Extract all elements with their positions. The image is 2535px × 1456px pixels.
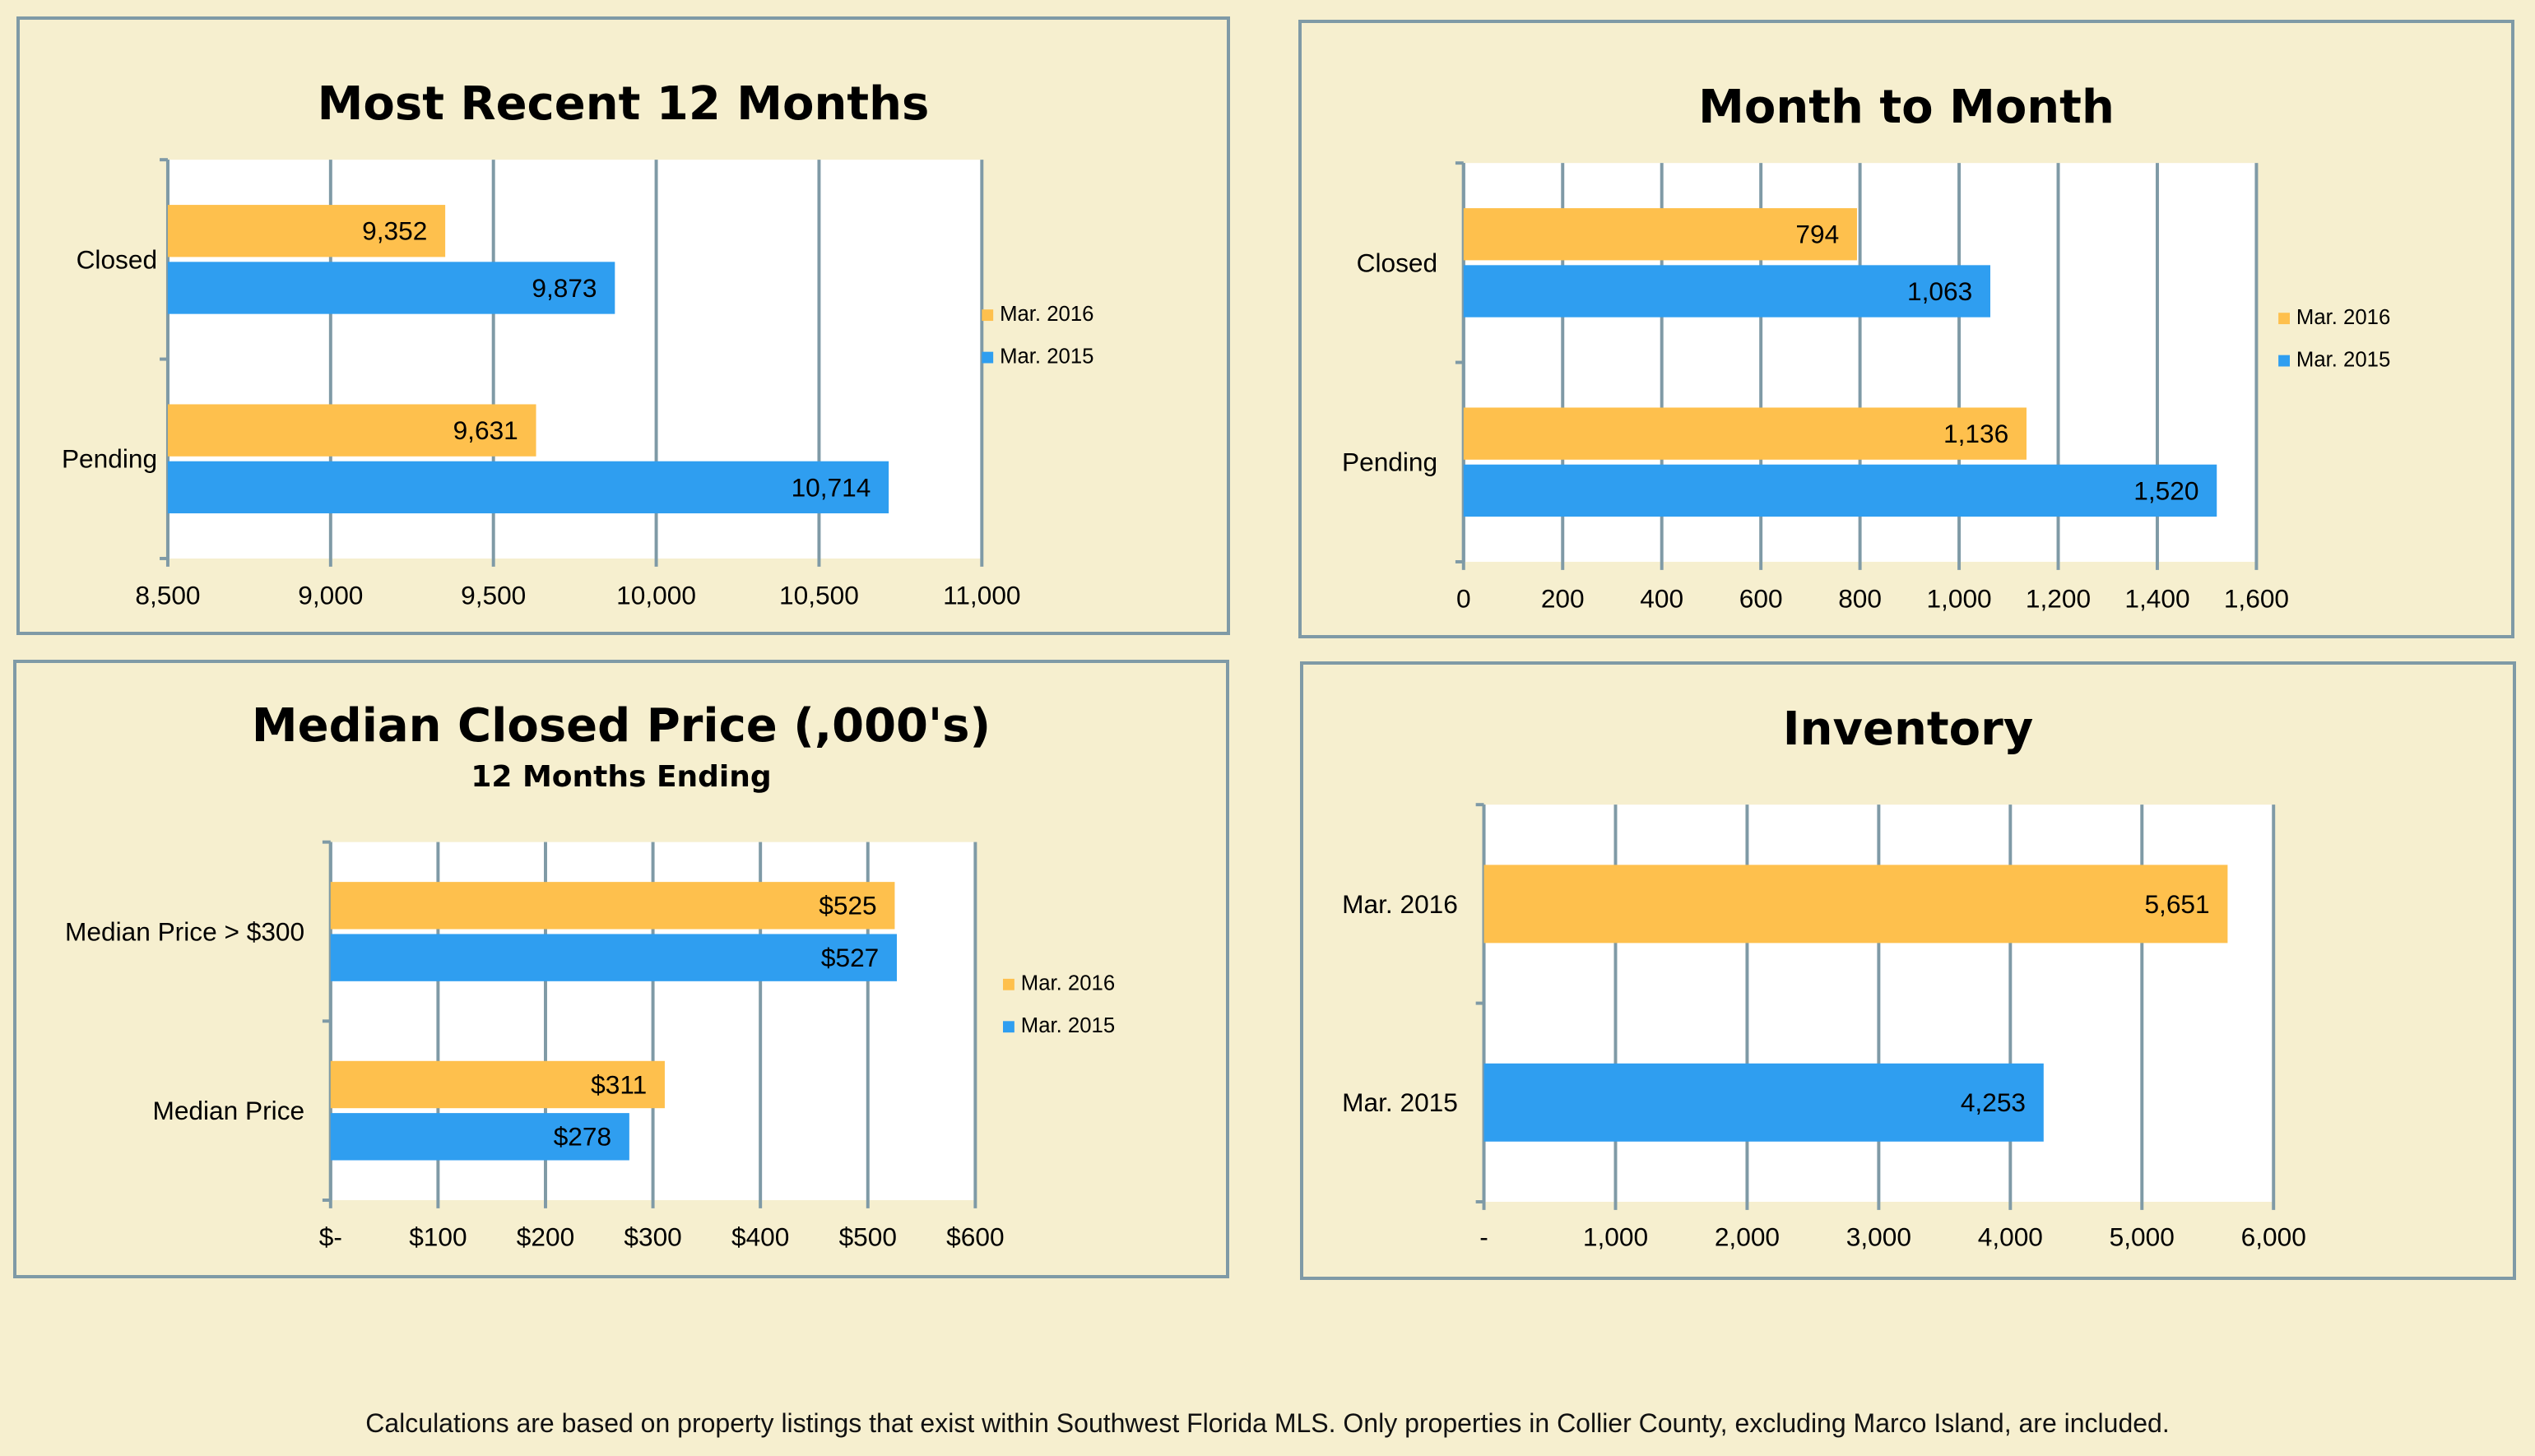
- chart-panel-inventory: Inventory - 1,000 2,000 3,000 4,000 5,000 6,00…: [1300, 661, 2516, 1280]
- x-tick-label: $300: [624, 1222, 681, 1251]
- legend-swatch: [2278, 313, 2290, 325]
- legend-swatch: [982, 351, 994, 364]
- bar: [167, 205, 446, 257]
- bar: [1463, 208, 1857, 261]
- category-label: Closed: [77, 244, 157, 274]
- bar: [330, 882, 895, 930]
- x-tick-label: 1,000: [1926, 583, 1991, 613]
- x-tick-label: 200: [1541, 583, 1585, 613]
- legend-swatch: [1003, 978, 1014, 990]
- bar: [167, 262, 615, 314]
- bar: [167, 461, 889, 514]
- x-tick-label: 1,000: [1583, 1222, 1648, 1251]
- data-label: 1,520: [2133, 475, 2198, 505]
- x-tick-label: 2,000: [1715, 1222, 1780, 1251]
- x-tick-label: 1,600: [2224, 583, 2289, 613]
- legend-label: Mar. 2016: [1000, 303, 1093, 326]
- bar: [1483, 1063, 2044, 1142]
- x-tick-label: $400: [731, 1222, 789, 1251]
- legend-swatch: [1003, 1021, 1014, 1033]
- x-tick-label: 6,000: [2241, 1222, 2306, 1251]
- category-label: Mar. 2016: [1342, 889, 1458, 919]
- legend-label: Mar. 2016: [2296, 306, 2390, 329]
- chart-month-to-month: 0 200 400 600 800 1,000 1,200 1,400 1,600 Closed 7…: [1342, 161, 2390, 613]
- category-label: Pending: [1342, 447, 1437, 477]
- x-tick-label: 10,500: [779, 580, 859, 610]
- bar: [330, 934, 898, 981]
- chart-panel-median-closed-price: Median Closed Price (,000's) 12 Months E…: [13, 660, 1229, 1278]
- x-tick-label: 10,000: [616, 580, 696, 610]
- chart-title: Inventory: [1782, 702, 2034, 756]
- bar: [1463, 407, 2027, 460]
- x-tick-label: 8,500: [135, 580, 200, 610]
- bar: [330, 1113, 629, 1161]
- data-label: 9,631: [453, 415, 518, 445]
- legend-swatch: [2278, 355, 2290, 367]
- data-label: 1,063: [1907, 276, 1972, 306]
- x-tick-label: 11,000: [943, 580, 1020, 610]
- data-label: $527: [821, 943, 879, 972]
- chart-subtitle: 12 Months Ending: [471, 760, 772, 794]
- data-label: 4,253: [1961, 1087, 2026, 1117]
- chart-panel-month-to-month: Month to Month 0 200 400 600 800 1,000 1,200 1,…: [1298, 20, 2514, 638]
- x-tick-label: 9,000: [298, 580, 363, 610]
- category-label: Closed: [1357, 248, 1438, 277]
- x-tick-label: 9,500: [461, 580, 526, 610]
- category-label: Median Price > $300: [65, 916, 304, 946]
- data-label: $525: [819, 891, 876, 920]
- data-label: 1,136: [1943, 419, 2008, 448]
- bar: [1483, 865, 2228, 944]
- category-label: Mar. 2015: [1342, 1087, 1458, 1117]
- legend-label: Mar. 2016: [1021, 972, 1115, 995]
- footnote: Calculations are based on property listi…: [365, 1408, 2170, 1438]
- bar: [330, 1060, 665, 1109]
- chart-inventory: - 1,000 2,000 3,000 4,000 5,000 6,000 Mar. 2016…: [1342, 803, 2306, 1251]
- x-tick-label: 400: [1640, 583, 1683, 613]
- x-tick-label: 1,400: [2124, 583, 2189, 613]
- legend-label: Mar. 2015: [2296, 349, 2390, 372]
- category-label: Pending: [62, 444, 157, 474]
- data-label: $311: [591, 1069, 647, 1099]
- x-tick-label: 800: [1838, 583, 1882, 613]
- legend-swatch: [982, 309, 994, 322]
- x-tick-label: -: [1479, 1222, 1488, 1251]
- x-tick-label: 600: [1739, 583, 1783, 613]
- bar: [167, 404, 536, 457]
- chart-title: Most Recent 12 Months: [317, 77, 930, 131]
- chart-panel-recent-12-months: Most Recent 12 Months 8,500 9,000 9,500 10,…: [16, 16, 1230, 635]
- chart-recent-12-months: 8,500 9,000 9,500 10,000 10,500 11,000 Closed 9…: [62, 158, 1093, 610]
- chart-median-closed-price: $- $100 $200 $300 $400 $500 $600 Median Price >…: [65, 840, 1115, 1251]
- data-label: 10,714: [792, 472, 871, 502]
- x-tick-label: 3,000: [1846, 1222, 1911, 1251]
- data-label: $278: [554, 1122, 611, 1152]
- x-tick-label: $500: [839, 1222, 897, 1251]
- data-label: 9,352: [362, 216, 427, 246]
- bar: [1463, 464, 2217, 517]
- x-tick-label: $100: [409, 1222, 467, 1251]
- category-label: Median Price: [152, 1096, 304, 1125]
- x-tick-label: $200: [517, 1222, 574, 1251]
- legend-label: Mar. 2015: [1000, 345, 1093, 369]
- x-tick-label: 4,000: [1978, 1222, 2043, 1251]
- x-tick-label: 0: [1456, 583, 1471, 613]
- legend-label: Mar. 2015: [1021, 1014, 1115, 1037]
- x-tick-label: 1,200: [2026, 583, 2091, 613]
- x-tick-label: 5,000: [2110, 1222, 2175, 1251]
- data-label: 9,873: [532, 273, 597, 303]
- data-label: 794: [1795, 220, 1839, 249]
- bar: [1463, 265, 1991, 318]
- chart-title: Month to Month: [1698, 81, 2115, 134]
- chart-title: Median Closed Price (,000's): [251, 699, 991, 753]
- x-tick-label: $-: [319, 1222, 342, 1251]
- data-label: 5,651: [2144, 889, 2209, 919]
- x-tick-label: $600: [946, 1222, 1004, 1251]
